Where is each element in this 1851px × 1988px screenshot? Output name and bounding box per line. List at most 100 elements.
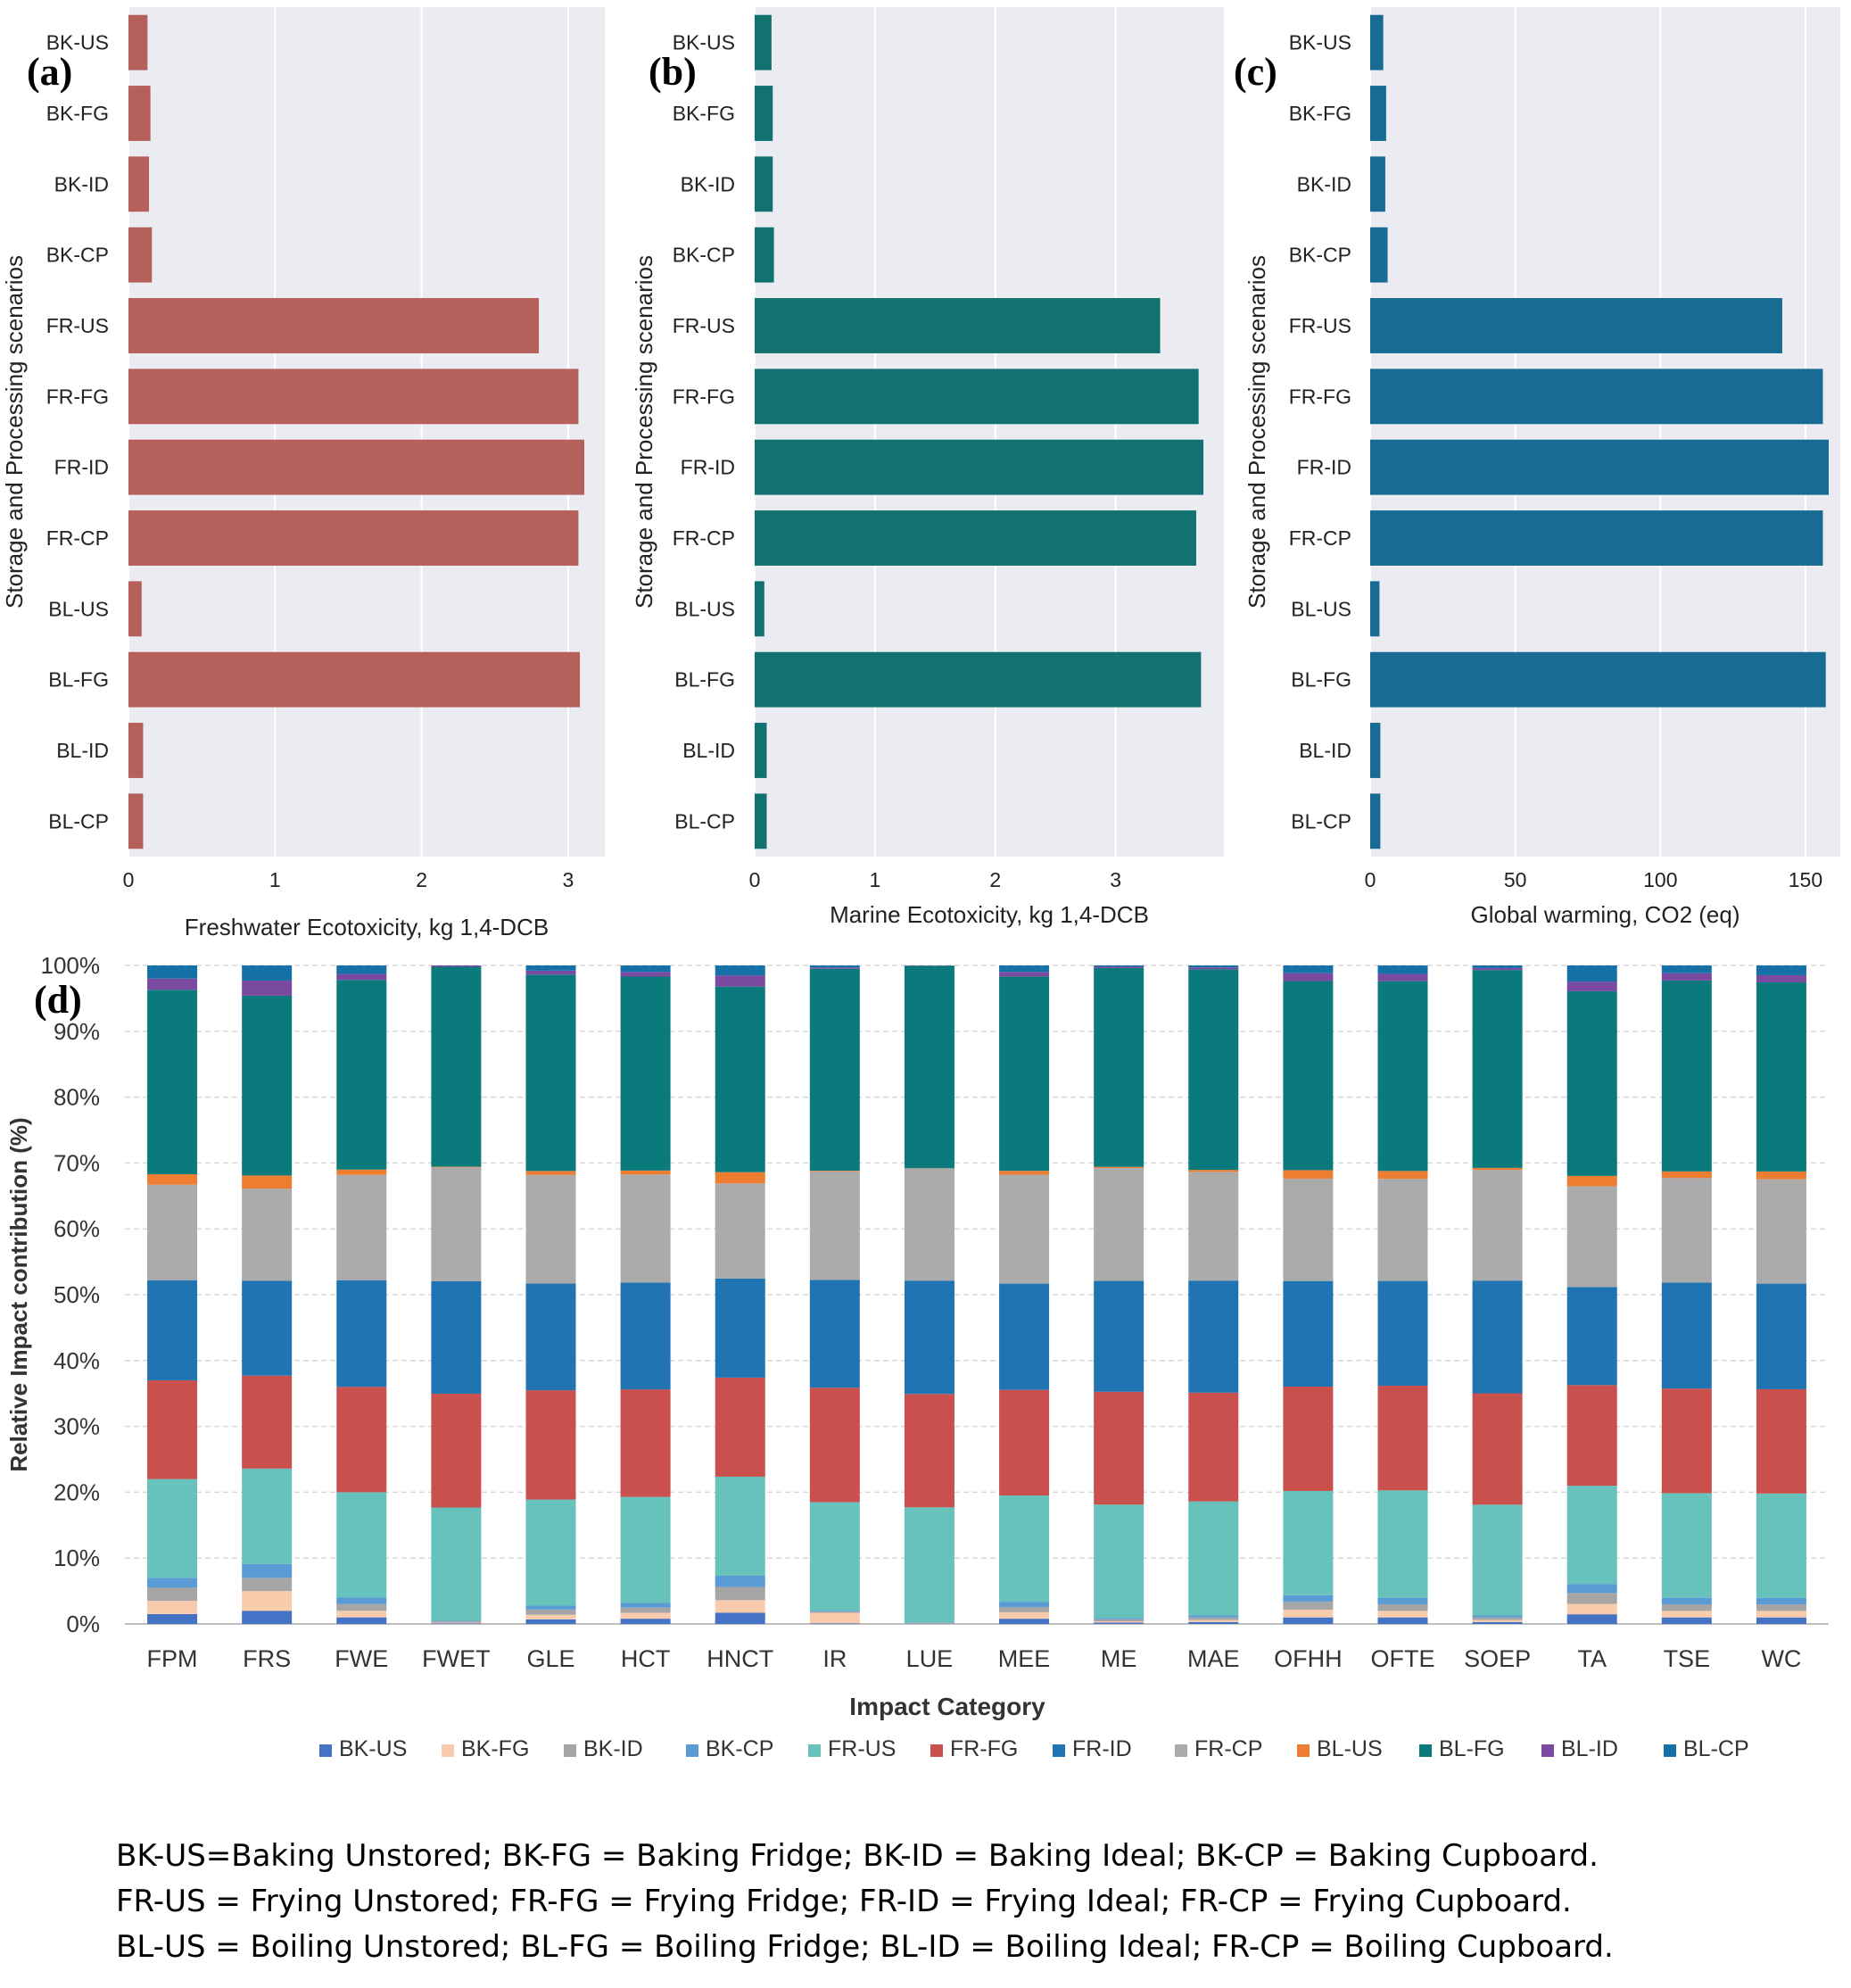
panel-b-bar-bl-us [755, 581, 764, 637]
panel-a-y-tick: BK-ID [54, 172, 109, 195]
panel-d-segment-fr-fg-mae [1188, 1392, 1239, 1502]
panel-d-segment-bl-id-wc [1756, 974, 1806, 982]
panel-d-segment-bk-us-soep [1472, 1621, 1523, 1624]
panel-d-segment-bk-id-fpm [147, 1587, 198, 1602]
panel-d-segment-fr-fg-lue [904, 1394, 954, 1508]
panel-d-y-tick: 50% [54, 1281, 100, 1308]
caption-line-3: BL-US = Boiling Unstored; BL-FG = Boilin… [116, 1929, 1614, 1965]
legend-swatch-fr-cp [1175, 1744, 1187, 1757]
panel-d-segment-bk-cp-mae [1188, 1615, 1239, 1618]
legend-swatch-fr-us [808, 1744, 821, 1757]
panel-a-bar-bl-id [128, 723, 144, 778]
panel-d-segment-fr-cp-me [1094, 1168, 1144, 1281]
panel-d-segment-fr-cp-ofte [1377, 1179, 1428, 1281]
panel-c-y-tick: BK-CP [1289, 244, 1351, 267]
panel-d-segment-bl-fg-tse [1661, 980, 1712, 1172]
panel-b-marine-ecotoxicity: BK-US BK-FG BK-ID BK-CP FR-US FR-FG FR-ID FR-CP… [631, 7, 1224, 928]
panel-d-x-tick: LUE [906, 1645, 954, 1672]
legend-swatch-bk-fg [442, 1744, 454, 1757]
legend-swatch-fr-fg [930, 1744, 943, 1757]
panel-b-bar-bl-cp [755, 793, 767, 849]
legend-label-fr-id: FR-ID [1072, 1736, 1132, 1761]
panel-a-y-tick: BL-CP [48, 809, 109, 832]
panel-a-bar-bk-id [128, 156, 150, 212]
panel-c-y-tick: BK-FG [1289, 102, 1351, 125]
panel-d-segment-fr-us-fwe [336, 1492, 387, 1598]
panel-d-segment-fr-cp-tse [1661, 1178, 1712, 1283]
panel-c-bar-bk-fg [1370, 86, 1386, 141]
panel-b-y-tick: BL-US [674, 597, 735, 620]
panel-d-segment-bk-id-ta [1566, 1593, 1617, 1604]
panel-d-segment-bl-cp-mee [999, 965, 1050, 973]
panel-d-y-tick: 30% [54, 1413, 100, 1440]
panel-d-segment-fr-cp-soep [1472, 1170, 1523, 1281]
panel-d-segment-bl-fg-fwe [336, 980, 387, 1170]
panel-d-segment-bk-id-wc [1756, 1604, 1806, 1611]
panel-d-segment-fr-us-mee [999, 1495, 1050, 1603]
panel-d-segment-fr-id-ir [809, 1280, 860, 1388]
panel-a-y-tick: BL-ID [56, 739, 109, 762]
panel-c-bar-bl-fg [1370, 651, 1826, 708]
panel-d-segment-bl-cp-soep [1472, 965, 1523, 968]
panel-b-bar-fr-fg [755, 369, 1199, 425]
panel-d-segment-bl-fg-frs [242, 995, 293, 1176]
panel-d-segment-fr-cp-mee [999, 1174, 1050, 1284]
panel-d-segment-bl-fg-ofte [1377, 981, 1428, 1172]
panel-a-y-tick: FR-ID [54, 456, 109, 479]
panel-c-bar-fr-id [1370, 439, 1829, 495]
panel-d-segment-fr-fg-hct [620, 1389, 671, 1497]
panel-d-y-tick: 90% [54, 1018, 100, 1045]
panel-d-x-tick: MEE [998, 1645, 1051, 1672]
panel-d-segment-bk-cp-tse [1661, 1597, 1712, 1605]
panel-d-segment-bk-us-ir [809, 1623, 860, 1624]
panel-d-x-tick: SOEP [1464, 1645, 1531, 1672]
panel-d-segment-bk-us-me [1094, 1622, 1144, 1624]
panel-d-segment-fr-id-lue [904, 1280, 954, 1395]
legend-swatch-bl-cp [1664, 1744, 1676, 1757]
panel-d-y-tick: 20% [54, 1479, 100, 1505]
panel-d-segment-bl-cp-fwe [336, 965, 387, 974]
panel-d-segment-bl-id-fpm [147, 978, 198, 990]
panel-c-bar-bk-us [1370, 14, 1384, 70]
panel-d-segment-bl-fg-wc [1756, 982, 1806, 1172]
panel-b-bar-bl-fg [755, 651, 1202, 708]
panel-c-y-tick: FR-ID [1297, 456, 1351, 479]
panel-d-segment-bk-cp-ofhh [1283, 1595, 1334, 1603]
panel-c-bar-bk-id [1370, 156, 1385, 212]
panel-d-segment-bl-id-ir [809, 967, 860, 969]
panel-d-segment-bk-fg-hct [620, 1612, 671, 1619]
panel-b-y-tick: BL-CP [674, 809, 735, 832]
panel-d-segment-bl-id-hct [620, 972, 671, 977]
panel-d-segment-fr-cp-ta [1566, 1186, 1617, 1288]
legend-swatch-bk-id [564, 1744, 576, 1757]
panel-d-segment-fr-id-hct [620, 1282, 671, 1390]
panel-d-segment-fr-fg-fpm [147, 1379, 198, 1479]
panel-d-segment-bl-cp-gle [525, 965, 576, 971]
panel-d-segment-bl-id-frs [242, 980, 293, 996]
panel-d-segment-bk-cp-me [1094, 1618, 1144, 1619]
panel-d-segment-bl-us-ofte [1377, 1171, 1428, 1180]
panel-d-segment-bk-cp-fwet [431, 1620, 482, 1622]
panel-b-y-axis-label: Storage and Processing scenarios [631, 255, 657, 609]
panel-d-segment-bl-id-me [1094, 966, 1144, 968]
panel-c-y-tick: BL-CP [1291, 809, 1351, 832]
panel-d-segment-bk-fg-soep [1472, 1619, 1523, 1622]
panel-c-y-axis-label: Storage and Processing scenarios [1244, 255, 1270, 609]
panel-d-segment-bk-cp-gle [525, 1605, 576, 1610]
panel-d-segment-fr-id-frs [242, 1280, 293, 1376]
panel-d-segment-fr-us-hnct [715, 1476, 765, 1576]
panel-d-segment-fr-fg-mee [999, 1389, 1050, 1496]
panel-a-background [128, 7, 605, 857]
panel-a-x-tick: 3 [563, 868, 574, 891]
panel-d-segment-bk-id-tse [1661, 1604, 1712, 1611]
panel-a-y-tick: BL-US [48, 597, 109, 620]
panel-d-legend: BK-US BK-FG BK-ID BK-CP FR-US FR-FG FR-ID FR-CP… [319, 1736, 1749, 1761]
panel-d-segment-fr-us-ofhh [1283, 1490, 1334, 1595]
legend-swatch-bk-cp [686, 1744, 698, 1757]
panel-c-y-tick: BL-FG [1291, 668, 1351, 692]
panel-d-x-tick: WC [1761, 1645, 1801, 1672]
panel-d-segment-bl-us-ofhh [1283, 1170, 1334, 1179]
panel-c-x-tick: 0 [1365, 868, 1376, 891]
panel-d-segment-bk-cp-ta [1566, 1584, 1617, 1594]
